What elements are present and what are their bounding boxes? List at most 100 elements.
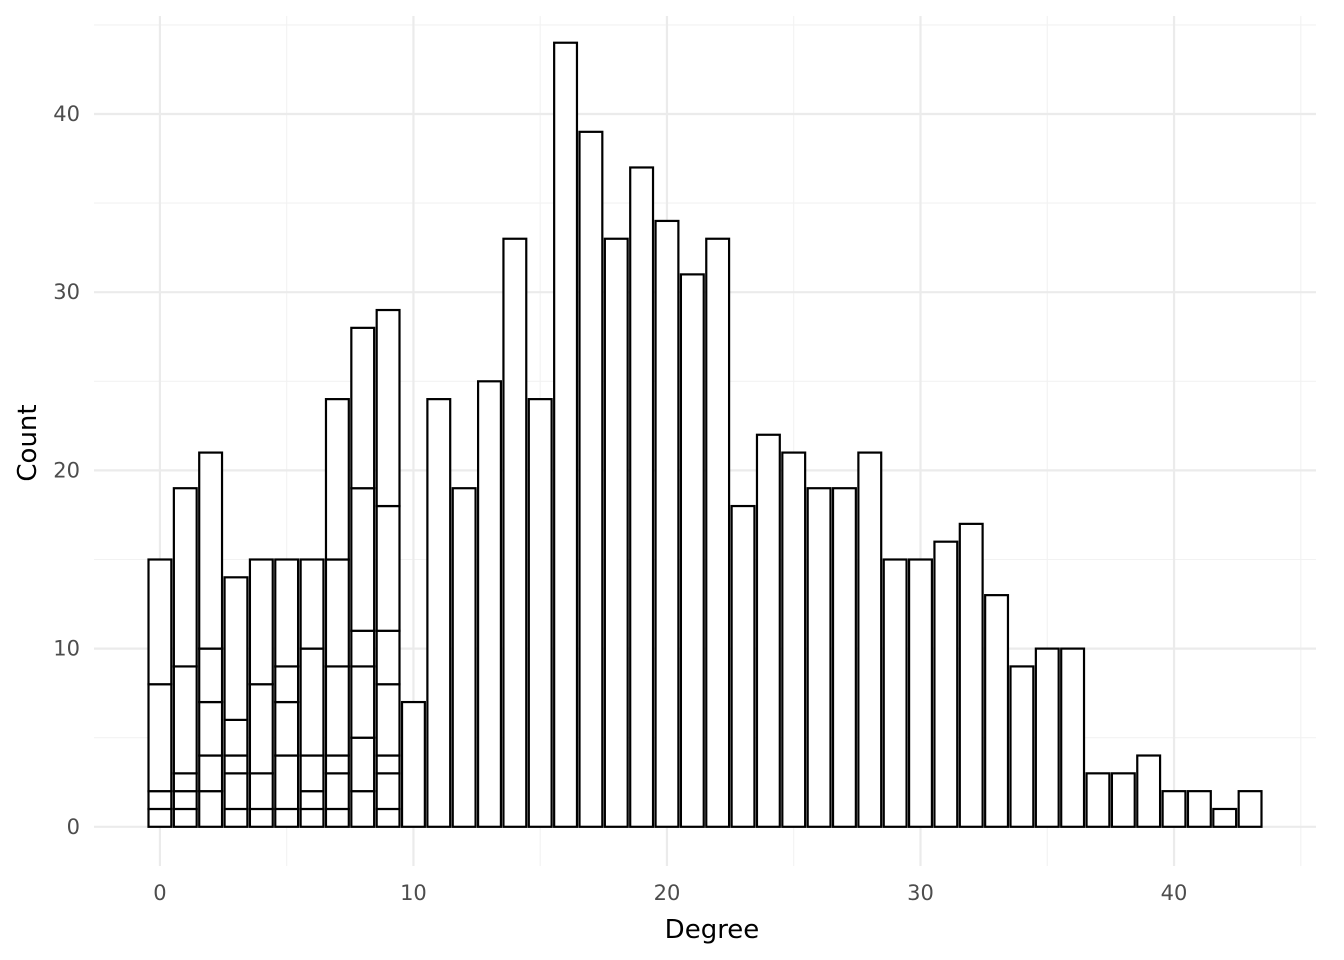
bar-segment	[375, 807, 401, 828]
bar-segment	[679, 273, 705, 828]
bar-segment	[375, 308, 401, 508]
bar-segment	[1136, 754, 1162, 828]
bar-segment	[274, 558, 300, 668]
bar-segment	[1110, 772, 1136, 828]
bar-segment	[147, 790, 173, 811]
bar-segment	[350, 487, 376, 632]
bar-segment	[375, 629, 401, 686]
bar-segment	[274, 700, 300, 757]
bar-segment	[172, 790, 198, 811]
bar-segment	[1060, 647, 1086, 828]
bar-segment	[755, 433, 781, 828]
bar-segment	[426, 398, 452, 828]
bar-segment	[806, 487, 832, 828]
bar-segment	[1009, 665, 1035, 828]
bar-segment	[984, 594, 1010, 828]
bar-segment	[147, 558, 173, 686]
bar-segment	[1034, 647, 1060, 828]
bar-segment	[223, 772, 249, 811]
bar-segment	[198, 754, 224, 793]
bar-segment	[857, 451, 883, 828]
bar-segment	[172, 807, 198, 828]
bar-segment	[578, 130, 604, 828]
bar-segment	[375, 504, 401, 632]
bar-segment	[907, 558, 934, 828]
bar-segment	[831, 487, 857, 828]
bar-segment	[527, 398, 553, 828]
bar-segment	[299, 754, 325, 793]
bar-segment	[375, 683, 401, 757]
bar-segment	[324, 772, 350, 811]
bar-segment	[324, 807, 350, 828]
bar-segment	[299, 807, 325, 828]
y-axis-title: Count	[13, 404, 43, 481]
bar-segment	[248, 772, 274, 811]
bar-segment	[248, 558, 274, 686]
bar-segment	[375, 754, 401, 775]
bar-segment	[654, 219, 680, 828]
bar-segment	[198, 700, 224, 757]
bar-segment	[629, 166, 655, 828]
bar-segment	[1161, 790, 1187, 828]
bar-segment	[882, 558, 908, 828]
bar-segment	[324, 398, 350, 561]
bar-segment	[172, 772, 198, 793]
bar-segment	[375, 772, 401, 811]
bars	[147, 41, 1263, 828]
bar-segment	[781, 451, 807, 828]
bar-segment	[324, 665, 350, 757]
bar-segment	[730, 504, 756, 828]
y-tick-label: 40	[53, 102, 80, 126]
bar-segment	[451, 487, 477, 828]
bar-segment	[198, 451, 224, 650]
bar-segment	[324, 558, 350, 668]
x-tick-label: 20	[654, 881, 681, 905]
y-tick-label: 10	[53, 637, 80, 661]
bar-segment	[553, 41, 579, 828]
bar-segment	[350, 326, 376, 490]
bar-segment	[223, 807, 249, 828]
bar-segment	[324, 754, 350, 775]
bar-segment	[172, 665, 198, 775]
bar-segment	[1212, 807, 1238, 828]
bar-segment	[958, 522, 984, 828]
bar-segment	[223, 718, 249, 757]
bar-segment	[172, 487, 198, 668]
bar-segment	[502, 237, 528, 828]
bar-segment	[350, 736, 376, 793]
x-tick-label: 30	[907, 881, 934, 905]
x-tick-label: 0	[153, 881, 166, 905]
bar-segment	[350, 665, 376, 739]
bar-segment	[248, 807, 274, 828]
bar-segment	[248, 683, 274, 775]
x-tick-label: 10	[400, 881, 427, 905]
bar-segment	[933, 540, 959, 828]
x-axis-tick-labels: 0 10 20 30 40	[153, 881, 1187, 905]
bar-segment	[223, 576, 249, 721]
bar-segment	[147, 807, 173, 828]
bar-segment	[274, 807, 300, 828]
bar-segment	[1237, 790, 1263, 828]
y-tick-label: 30	[53, 280, 80, 304]
bar-segment	[223, 754, 249, 775]
bar-segment	[603, 237, 629, 828]
bar-segment	[350, 629, 376, 668]
bar-segment	[147, 683, 173, 793]
x-tick-label: 40	[1161, 881, 1188, 905]
bar-segment	[705, 237, 731, 828]
bar-segment	[400, 700, 426, 828]
bar-segment	[274, 665, 300, 704]
y-axis-tick-labels: 0 10 20 30 40	[53, 102, 80, 839]
y-tick-label: 20	[53, 458, 80, 482]
bar-segment	[299, 790, 325, 811]
bar-segment	[1186, 790, 1212, 828]
x-axis-title: Degree	[665, 915, 760, 945]
bar-segment	[299, 558, 325, 650]
y-tick-label: 0	[67, 815, 80, 839]
bar-segment	[350, 790, 376, 828]
bar-segment	[274, 754, 300, 811]
bar-segment	[1085, 772, 1111, 828]
bar-segment	[476, 380, 503, 828]
bar-segment	[198, 647, 224, 704]
